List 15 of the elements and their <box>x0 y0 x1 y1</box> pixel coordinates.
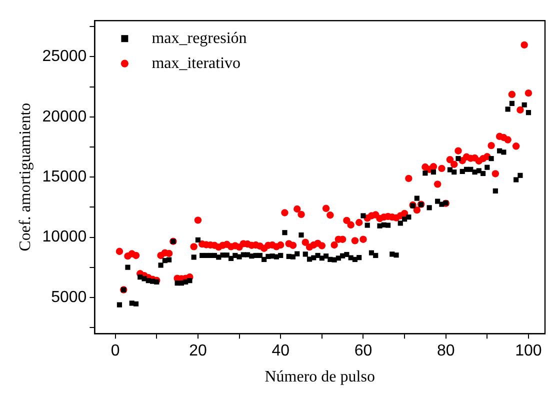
y-axis-title: Coef. amortiguamiento <box>16 102 34 252</box>
x-tick-label: 60 <box>354 342 372 360</box>
x-tick-label: 40 <box>272 342 290 360</box>
legend-label: max_iterativo <box>152 54 241 72</box>
x-tick-label: 0 <box>110 342 120 360</box>
y-tick-label: 20000 <box>42 108 87 126</box>
x-tick-label: 100 <box>515 342 542 360</box>
y-tick-label: 15000 <box>42 168 87 186</box>
x-tick-label: 20 <box>189 342 207 360</box>
legend-label: max_regresión <box>152 30 247 47</box>
x-axis-title: Número de pulso <box>264 368 375 386</box>
x-tick-label: 80 <box>436 342 455 360</box>
y-tick-label: 25000 <box>42 48 87 66</box>
y-tick-label: 5000 <box>51 288 87 306</box>
y-tick-label: 10000 <box>42 228 87 246</box>
